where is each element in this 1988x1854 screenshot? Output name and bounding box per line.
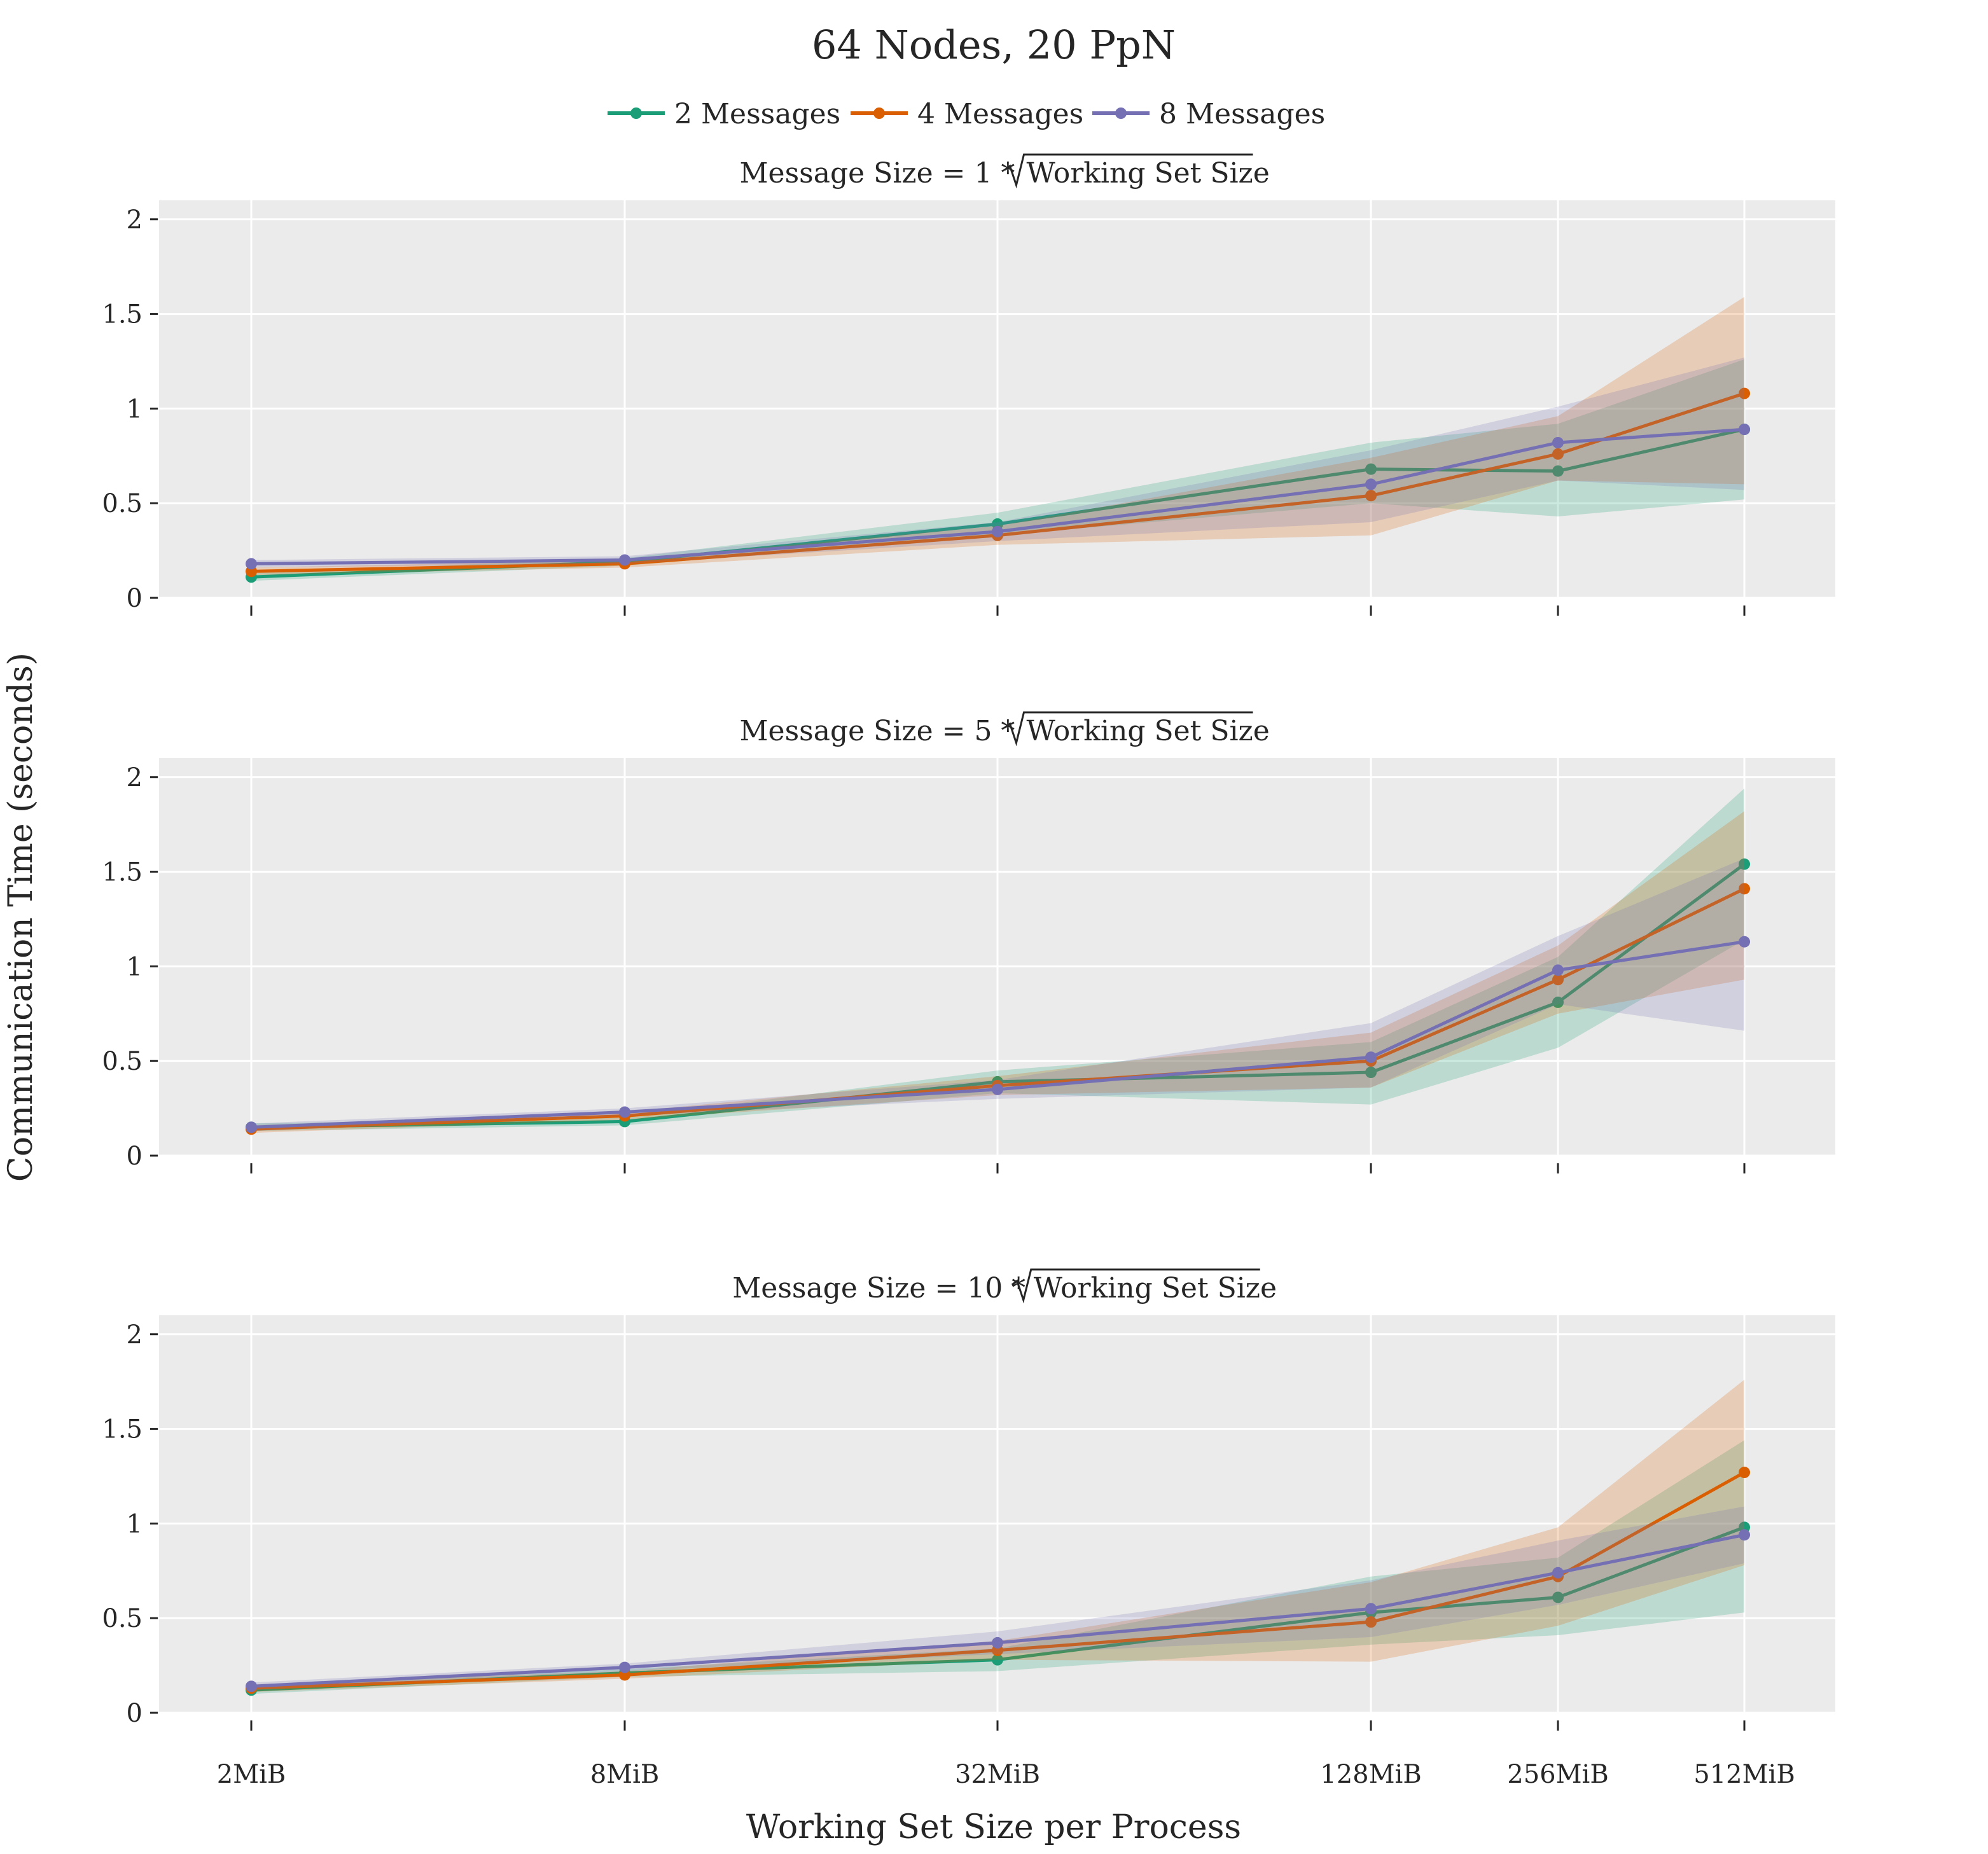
x-axis-title: Working Set Size per Process [746, 1808, 1241, 1846]
series-line [251, 862, 1746, 1129]
y-tick-label: 1.5 [102, 1415, 142, 1444]
x-tick-label: 128MiB [1320, 1760, 1422, 1789]
legend-item-2: 4 Messages [851, 98, 1083, 130]
series-3 [246, 357, 1750, 570]
data-point [1365, 463, 1377, 475]
x-tick-label: 32MiB [955, 1760, 1040, 1789]
panel-3: 0 0.5 1 1.5 2 Message Size = 10 * Working Set … [102, 1268, 1835, 1731]
chart-panels: 0 0.5 1 1.5 2 Message Size = 1 * Working Set S… [102, 153, 1835, 1731]
data-point [1552, 448, 1564, 460]
data-point [619, 1661, 630, 1673]
y-tick-label: 2 [127, 1320, 142, 1350]
panel-title-prefix: Message Size = 10 * [732, 1272, 1025, 1304]
series-line [251, 392, 1745, 573]
data-point [1739, 1467, 1750, 1479]
confidence-band [251, 296, 1744, 576]
data-point [1365, 1603, 1377, 1615]
y-tick-label: 2 [127, 205, 142, 235]
legend-marker [1115, 107, 1127, 119]
legend-label: 2 Messages [674, 98, 840, 130]
panel-title-radicand: Working Set Size [1027, 715, 1270, 747]
x-tick-label: 256MiB [1507, 1760, 1609, 1789]
y-tick-label: 1 [127, 394, 142, 424]
confidence-band [251, 357, 1744, 568]
square-root-sign [1004, 153, 1253, 189]
data-point [1739, 424, 1750, 436]
confidence-band [251, 1440, 1744, 1694]
legend: 2 Messages 4 Messages 8 Messages [608, 98, 1325, 130]
panel-title-prefix: Message Size = 1 * [740, 157, 1015, 190]
y-axis-title: Communication Time (seconds) [2, 653, 40, 1182]
data-point [1365, 1051, 1377, 1063]
legend-item-3: 8 Messages [1092, 98, 1325, 130]
confidence-band [251, 788, 1744, 1131]
y-tick-label: 1 [127, 1509, 142, 1539]
panel-title-radicand: Working Set Size [1034, 1272, 1277, 1304]
data-point [1552, 1591, 1564, 1603]
data-point [1739, 936, 1750, 948]
data-point [619, 554, 630, 566]
data-point [992, 1654, 1003, 1666]
x-tick-label: 512MiB [1693, 1760, 1795, 1789]
data-point [1365, 1067, 1377, 1079]
data-point [246, 1121, 257, 1133]
data-point [1739, 1529, 1750, 1541]
data-point [1739, 387, 1750, 399]
data-point [992, 1083, 1003, 1095]
series-line [251, 1470, 1746, 1690]
panel-title: Message Size = 5 * Working Set Size [740, 711, 1270, 747]
x-axis-tick-labels: 2MiB 8MiB 32MiB 128MiB 256MiB 512MiB [217, 1760, 1795, 1789]
y-tick-label: 0.5 [102, 1604, 142, 1633]
legend-item-1: 2 Messages [608, 98, 840, 130]
panel-title-radicand: Working Set Size [1027, 157, 1270, 190]
panel-title: Message Size = 1 * Working Set Size [740, 153, 1270, 190]
data-point [1365, 1616, 1377, 1628]
data-point [246, 1680, 257, 1692]
data-point [619, 1106, 630, 1118]
data-point [1552, 974, 1564, 986]
panel-2: 0 0.5 1 1.5 2 Message Size = 5 * Working Set S… [102, 711, 1835, 1173]
x-tick-label: 2MiB [217, 1760, 286, 1789]
panel-title-prefix: Message Size = 5 * [740, 715, 1015, 747]
y-tick-label: 0.5 [102, 1047, 142, 1076]
y-tick-label: 0 [127, 1699, 142, 1728]
data-point [1552, 1567, 1564, 1579]
panel-title: Message Size = 10 * Working Set Size [732, 1268, 1277, 1304]
data-point [1552, 964, 1564, 976]
series-line [251, 1533, 1745, 1688]
series-line [251, 427, 1745, 565]
data-point [1552, 996, 1564, 1008]
legend-label: 4 Messages [917, 98, 1083, 130]
y-tick-label: 0 [127, 584, 142, 613]
x-tick-label: 8MiB [590, 1760, 660, 1789]
confidence-band [251, 1506, 1744, 1691]
y-tick-label: 1.5 [102, 300, 142, 329]
data-point [1365, 478, 1377, 490]
figure-title: 64 Nodes, 20 PpN [812, 22, 1176, 68]
y-tick-label: 1.5 [102, 858, 142, 887]
series-3 [246, 1506, 1750, 1692]
y-tick-label: 1 [127, 952, 142, 981]
data-point [1739, 858, 1750, 870]
data-point [1365, 490, 1377, 502]
data-point [1552, 465, 1564, 477]
y-tick-label: 0.5 [102, 489, 142, 518]
series-line [251, 940, 1745, 1129]
square-root-sign [1004, 711, 1253, 747]
data-point [992, 1636, 1003, 1649]
series-3 [246, 858, 1750, 1133]
data-point [1739, 883, 1750, 895]
square-root-sign [1011, 1268, 1260, 1304]
data-point [992, 525, 1003, 537]
legend-marker [630, 107, 642, 119]
data-point [1552, 436, 1564, 448]
panel-1: 0 0.5 1 1.5 2 Message Size = 1 * Working Set S… [102, 153, 1835, 616]
y-tick-label: 0 [127, 1142, 142, 1171]
y-tick-label: 2 [127, 763, 142, 792]
legend-marker [873, 107, 885, 119]
legend-label: 8 Messages [1159, 98, 1325, 130]
data-point [246, 558, 257, 570]
